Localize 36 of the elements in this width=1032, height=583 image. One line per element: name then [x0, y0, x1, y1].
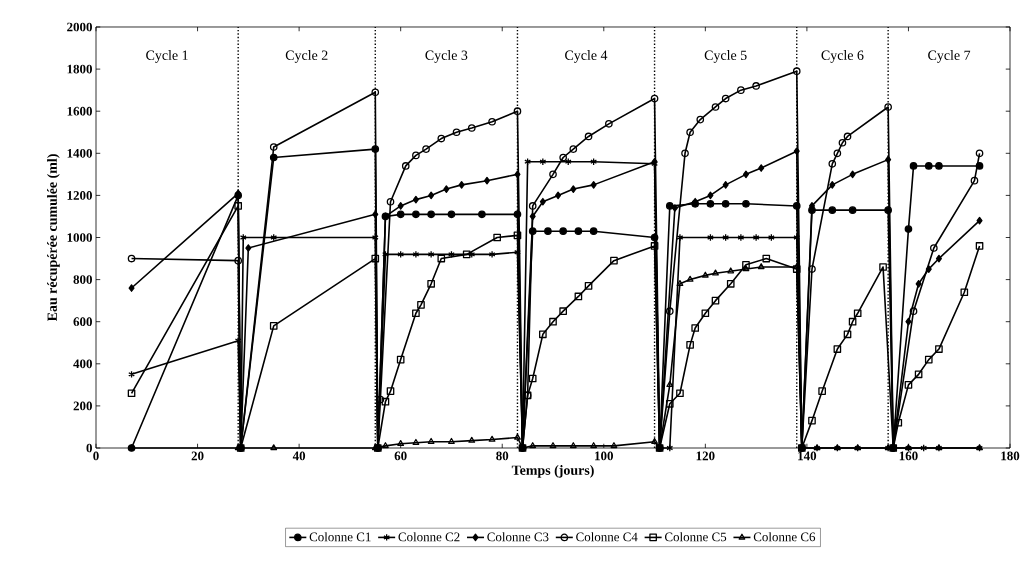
y-tick-label: 400 — [73, 359, 92, 369]
y-tick-label: 800 — [73, 275, 92, 284]
y-tick-label: 0 — [86, 443, 92, 453]
x-tick-label: 40 — [292, 451, 306, 461]
y-tick-label: 1000 — [67, 233, 92, 242]
y-tick-label: 2000 — [67, 22, 92, 32]
legend-label: Colonne C2 — [398, 532, 460, 542]
legend-label: Colonne C5 — [664, 532, 727, 542]
annotation: Cycle 4 — [565, 50, 608, 63]
x-tick-label: 100 — [595, 451, 614, 461]
y-tick-label: 1600 — [67, 106, 92, 116]
y-tick-label: 200 — [73, 401, 92, 411]
annotation: Cycle 2 — [285, 50, 328, 63]
x-tick-label: 20 — [191, 451, 204, 461]
annotation: Cycle 6 — [821, 50, 864, 63]
y-tick-label: 600 — [73, 317, 92, 327]
y-axis-title: Eau récupérée cumulée (ml) — [47, 154, 60, 322]
y-tick-label: 1800 — [67, 64, 92, 74]
x-axis-title: Temps (jours) — [511, 465, 594, 478]
y-tick-label: 1400 — [67, 148, 92, 158]
legend-label: Colonne C4 — [576, 532, 638, 542]
legend-label: Colonne C3 — [487, 532, 549, 542]
y-tick-label: 1200 — [67, 191, 92, 200]
annotation: Cycle 7 — [928, 50, 971, 63]
x-tick-label: 160 — [899, 451, 918, 461]
annotation: Cycle 3 — [425, 50, 468, 63]
legend-label: Colonne C6 — [753, 532, 816, 542]
legend-label: Colonne C1 — [309, 532, 371, 542]
x-tick-label: 60 — [394, 451, 407, 461]
x-tick-label: 120 — [696, 451, 715, 461]
x-tick-label: 0 — [93, 451, 99, 461]
x-tick-label: 80 — [496, 451, 509, 461]
annotation: Cycle 1 — [146, 50, 188, 63]
x-tick-label: 140 — [798, 451, 817, 461]
annotation: Cycle 5 — [704, 50, 747, 63]
x-tick-label: 180 — [1001, 451, 1020, 461]
